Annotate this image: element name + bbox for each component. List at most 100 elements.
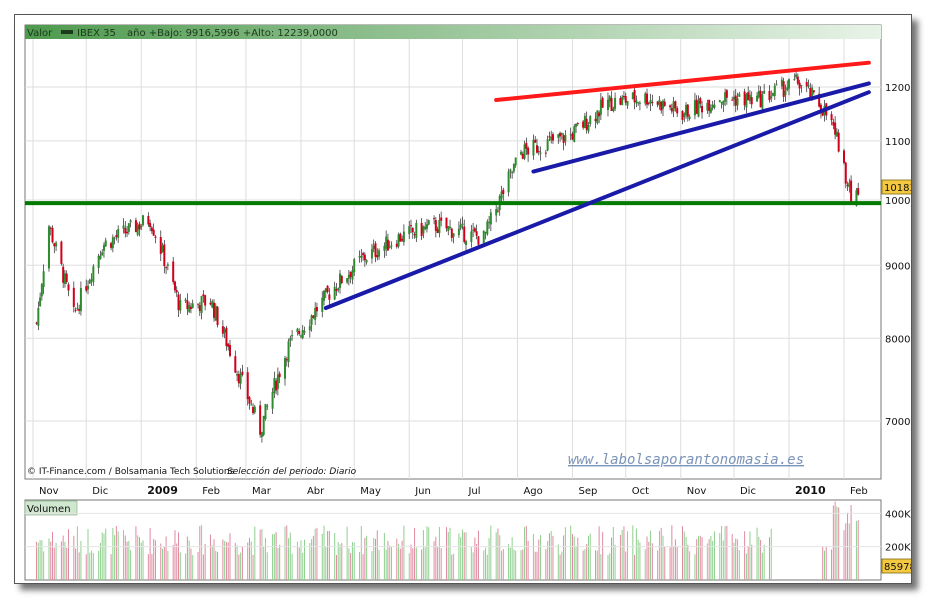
candle-body [647, 102, 650, 104]
y-tick-label: 9000 [885, 261, 910, 272]
candle-body [287, 341, 290, 363]
candle-body [262, 415, 265, 435]
candle-body [395, 243, 398, 247]
candle-body [507, 171, 510, 193]
candle-body [273, 378, 276, 394]
candle-body [376, 255, 379, 258]
candle-body [484, 232, 487, 234]
candle-body [216, 306, 219, 326]
candle-body [709, 107, 712, 113]
candle-body [848, 182, 851, 188]
candle-body [624, 95, 627, 103]
candle-body [177, 294, 180, 311]
candle-body [402, 231, 405, 243]
candle-body [743, 91, 746, 106]
volume-label-box [24, 500, 78, 516]
candle-body [708, 99, 711, 111]
candle-body [521, 153, 524, 159]
last-volume-value: 85978 [884, 562, 911, 573]
candle-body [837, 132, 840, 152]
candle-body [472, 229, 475, 231]
volume-tick-label: 400K [885, 509, 911, 520]
candle-body [786, 87, 789, 91]
x-tick-label: 2009 [147, 484, 178, 497]
candle-body [323, 290, 326, 301]
candle-body [539, 152, 542, 154]
candle-body [457, 228, 460, 236]
candle-body [276, 374, 279, 389]
candle-body [557, 134, 560, 138]
candle-body [197, 303, 200, 305]
candle-body [532, 139, 535, 156]
candle-body [713, 104, 716, 108]
candle-body [747, 92, 750, 101]
x-tick-label: Nov [687, 486, 707, 497]
candle-body [622, 96, 625, 98]
candle-body [433, 218, 436, 220]
candle-body [736, 98, 739, 106]
candle-body [335, 289, 338, 291]
candle-body [573, 126, 576, 142]
candle-body [482, 230, 485, 243]
candle-body [606, 99, 609, 111]
candle-body [770, 96, 773, 99]
candle-body [150, 227, 153, 232]
candle-body [259, 405, 262, 435]
candle-body [85, 286, 88, 291]
last-price-box [881, 179, 911, 195]
candle-body [246, 372, 249, 400]
candle-body [349, 271, 352, 278]
candle-body [99, 255, 102, 260]
candle-body [79, 287, 82, 312]
candle-body [514, 157, 517, 166]
candle-body [440, 217, 443, 221]
candle-body [470, 231, 473, 242]
candle-body [511, 172, 514, 174]
candle-body [188, 305, 191, 312]
candle-body [674, 101, 677, 109]
candle-body [149, 222, 152, 228]
candle-body [550, 136, 553, 141]
candle-body [42, 271, 45, 287]
candle-body [362, 253, 365, 256]
candle-body [67, 284, 70, 291]
candle-body [411, 227, 414, 233]
candle-body [140, 225, 143, 228]
x-tick-label: Ago [523, 486, 542, 497]
candle-body [757, 91, 760, 98]
candle-body [351, 270, 354, 280]
candle-body [214, 305, 217, 321]
symbol-label: IBEX 35 [77, 28, 116, 39]
candle-body [619, 97, 622, 105]
ibex-chart: Valor IBEX 35 año +Bajo: 9916,5996 +Alto… [24, 24, 911, 581]
y-tick-label: 7000 [885, 417, 910, 428]
candle-body [693, 100, 696, 116]
last-price-value: 10183,0 [884, 183, 911, 194]
candle-body [651, 102, 654, 104]
candle-body [477, 236, 480, 245]
candle-body [234, 356, 237, 373]
candle-body [697, 100, 700, 117]
volume-tick-label: 200K [885, 543, 911, 554]
candle-body [370, 249, 373, 259]
candle-body [724, 92, 727, 102]
candle-body [701, 105, 704, 113]
candle-body [346, 278, 349, 283]
candle-body [601, 97, 604, 108]
candle-body [252, 407, 255, 414]
candle-body [250, 404, 253, 406]
candle-body [686, 104, 689, 117]
candle-body [191, 303, 194, 308]
candle-body [772, 93, 775, 96]
candle-body [731, 99, 734, 101]
candle-body [612, 108, 615, 112]
candle-body [213, 302, 216, 318]
candle-body [372, 245, 375, 250]
candle-body [720, 102, 723, 104]
candle-body [850, 180, 853, 205]
x-tick-label: Dic [740, 486, 756, 497]
candle-body [248, 397, 251, 404]
candle-body [353, 259, 356, 273]
candle-body [74, 309, 77, 311]
range-stats: año +Bajo: 9916,5996 +Alto: 12239,0000 [127, 28, 338, 39]
